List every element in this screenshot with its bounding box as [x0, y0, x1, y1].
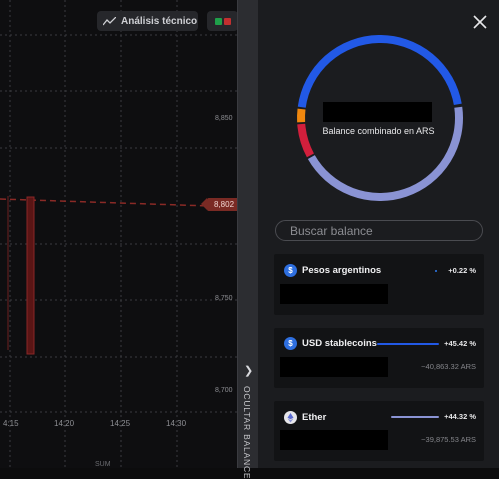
time-axis-label: 14:30: [166, 419, 187, 428]
balance-card-pesos[interactable]: $ Pesos argentinos +0.22 %: [274, 254, 484, 315]
combined-balance-value-hidden: [323, 102, 432, 122]
balance-share-bar: [435, 270, 437, 272]
balance-percent: +0.22 %: [448, 266, 476, 275]
balance-name: USD stablecoins: [302, 338, 377, 349]
balance-search-input[interactable]: [275, 220, 483, 241]
balance-card-ether[interactable]: Ether +44.32 % ~39,875.53 ARS: [274, 401, 484, 461]
balance-name: Pesos argentinos: [302, 265, 382, 276]
line-chart-icon: [103, 16, 116, 25]
hide-balance-label: OCULTAR BALANCE: [242, 386, 252, 479]
balance-share-bar: [391, 416, 439, 418]
chart-grid: [0, 0, 238, 468]
balance-panel: Balance combinado en ARS $ Pesos argenti…: [258, 0, 499, 468]
time-axis-label: 4:15: [3, 419, 19, 428]
balance-value-hidden: [280, 284, 388, 304]
dollar-coin-icon: $: [284, 337, 297, 350]
price-axis-label: 8,850: [215, 115, 233, 122]
chevron-right-icon: ❯: [244, 365, 254, 377]
dollar-coin-icon: $: [284, 264, 297, 277]
current-price-tag: 8,802: [201, 198, 238, 211]
price-axis-label: 8,700: [215, 387, 233, 394]
price-chart[interactable]: Análisis técnico 8,850 8,750 8,700 8,802…: [0, 0, 238, 468]
balance-donut-chart: [297, 35, 463, 201]
indicators-button[interactable]: [207, 11, 238, 31]
balance-value-hidden: [280, 357, 388, 377]
technical-analysis-button[interactable]: Análisis técnico: [97, 11, 198, 31]
balance-value-hidden: [280, 430, 388, 450]
donut-segment: [297, 35, 462, 108]
donut-segment: [297, 123, 314, 158]
price-axis-label: 8,750: [215, 295, 233, 302]
donut-segment: [297, 108, 306, 123]
hide-balance-tab[interactable]: ❯ OCULTAR BALANCE: [237, 0, 259, 479]
balance-card-usd-stablecoins[interactable]: $ USD stablecoins +45.42 % ~40,863.32 AR…: [274, 328, 484, 388]
time-axis-label: 14:25: [110, 419, 131, 428]
ether-icon: [284, 411, 297, 424]
balance-converted: ~40,863.32 ARS: [421, 362, 476, 371]
technical-analysis-label: Análisis técnico: [121, 15, 198, 27]
candle: [26, 196, 35, 355]
balance-converted: ~39,875.53 ARS: [421, 435, 476, 444]
balance-share-bar: [377, 343, 439, 345]
balance-name: Ether: [302, 412, 327, 423]
current-price-line: [0, 198, 211, 207]
volume-sum-label: SUM: [95, 461, 111, 468]
combined-balance-caption: Balance combinado en ARS: [322, 126, 435, 136]
balance-percent: +44.32 %: [444, 412, 476, 421]
close-icon[interactable]: [470, 12, 490, 32]
indicators-icon: [214, 17, 222, 25]
indicators-icon-part: [223, 17, 231, 25]
balance-percent: +45.42 %: [444, 339, 476, 348]
donut-segment: [307, 106, 463, 201]
time-axis-label: 14:20: [54, 419, 75, 428]
